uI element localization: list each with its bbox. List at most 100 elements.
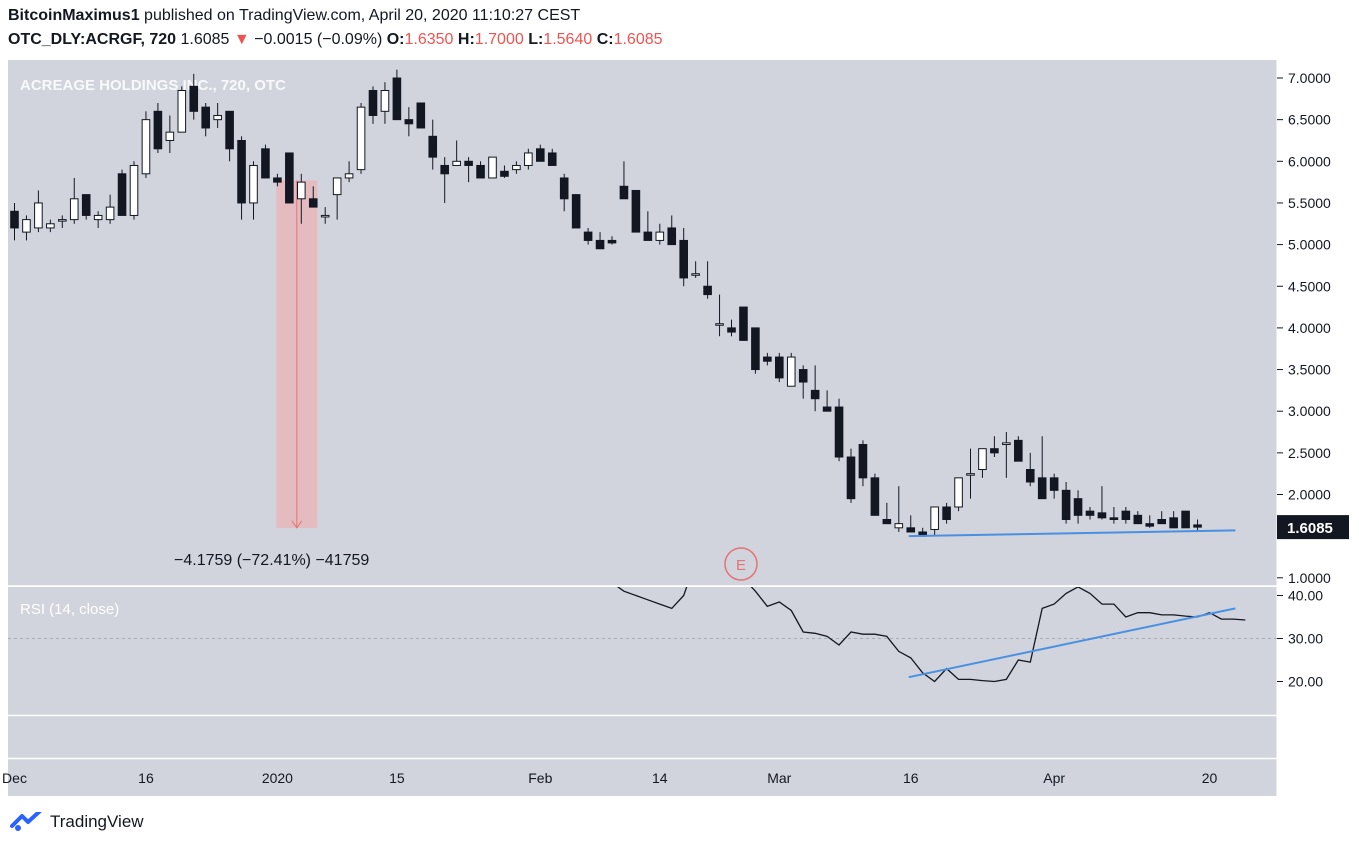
candle[interactable] (595, 232, 605, 250)
candle[interactable] (237, 136, 246, 220)
candle[interactable] (1121, 506, 1131, 524)
candle[interactable] (308, 186, 318, 208)
candle[interactable] (559, 173, 569, 212)
candle[interactable] (476, 161, 485, 179)
publisher-name[interactable]: BitcoinMaximus1 (8, 7, 140, 24)
candle[interactable] (619, 161, 629, 200)
symbol-name[interactable]: OTC_DLY:ACRGF, 720 (8, 31, 177, 48)
candle[interactable] (631, 189, 641, 233)
candle[interactable] (536, 144, 545, 162)
candle[interactable] (691, 261, 700, 278)
candle[interactable] (225, 110, 234, 162)
candle[interactable] (285, 152, 294, 204)
candle[interactable] (882, 502, 892, 525)
candle[interactable] (715, 294, 724, 337)
candle[interactable] (356, 102, 366, 174)
candle[interactable] (440, 157, 449, 203)
candle[interactable] (428, 119, 438, 170)
candle[interactable] (858, 440, 868, 487)
rsi-line[interactable] (612, 561, 1246, 683)
candle[interactable] (69, 177, 79, 224)
candle[interactable] (141, 111, 151, 178)
candle[interactable] (488, 156, 497, 179)
candle[interactable] (822, 390, 832, 412)
candle[interactable] (1109, 506, 1119, 524)
candle[interactable] (344, 161, 354, 183)
candle[interactable] (10, 202, 19, 241)
candle[interactable] (990, 436, 999, 458)
candle[interactable] (571, 194, 581, 229)
candle[interactable] (201, 102, 210, 137)
candle[interactable] (786, 352, 796, 387)
candle[interactable] (368, 86, 378, 124)
candle[interactable] (1073, 490, 1083, 524)
candle[interactable] (583, 227, 593, 245)
candle[interactable] (1097, 486, 1107, 520)
candle[interactable] (906, 515, 916, 533)
candle[interactable] (966, 448, 975, 499)
candle[interactable] (1085, 506, 1095, 520)
candle[interactable] (607, 236, 617, 245)
candle[interactable] (392, 69, 402, 121)
candle[interactable] (105, 194, 115, 224)
price-trendline[interactable] (908, 529, 1236, 538)
candle[interactable] (1025, 452, 1035, 487)
candle[interactable] (1133, 511, 1143, 525)
candle[interactable] (1169, 511, 1178, 529)
candle[interactable] (930, 506, 939, 537)
candle[interactable] (165, 115, 175, 153)
candle[interactable] (332, 177, 342, 220)
candle[interactable] (1002, 432, 1011, 478)
candle[interactable] (763, 352, 772, 366)
candle[interactable] (46, 219, 55, 233)
candle[interactable] (667, 215, 677, 246)
candle[interactable] (81, 194, 91, 220)
candle[interactable] (249, 161, 258, 220)
candle[interactable] (320, 207, 330, 224)
candle[interactable] (1014, 436, 1023, 462)
candle[interactable] (117, 169, 127, 216)
candle[interactable] (751, 327, 760, 374)
candle[interactable] (643, 211, 653, 241)
candle[interactable] (404, 107, 414, 137)
candle[interactable] (954, 477, 963, 512)
candle[interactable] (1157, 511, 1167, 525)
candle[interactable] (129, 161, 139, 220)
candle[interactable] (547, 148, 557, 166)
price-axis[interactable] (1277, 60, 1359, 758)
candle[interactable] (655, 223, 665, 245)
candle[interactable] (380, 82, 390, 124)
candle[interactable] (177, 86, 187, 133)
candle[interactable] (703, 261, 712, 299)
candle[interactable] (894, 486, 904, 532)
candle[interactable] (1049, 473, 1059, 499)
candle[interactable] (524, 148, 533, 170)
candle[interactable] (464, 157, 473, 183)
candle[interactable] (34, 190, 43, 233)
candle[interactable] (775, 352, 784, 383)
candle[interactable] (679, 227, 689, 287)
candle[interactable] (297, 173, 306, 224)
candle[interactable] (58, 215, 67, 228)
candle[interactable] (798, 365, 808, 399)
candle[interactable] (834, 398, 844, 462)
candle[interactable] (189, 73, 199, 120)
candle[interactable] (942, 502, 951, 524)
candle[interactable] (22, 215, 31, 241)
candle[interactable] (1193, 519, 1202, 531)
candle[interactable] (978, 448, 987, 478)
candle[interactable] (846, 448, 856, 503)
candle[interactable] (870, 473, 880, 516)
earnings-marker[interactable] (724, 547, 758, 581)
candle[interactable] (1145, 515, 1155, 528)
candle[interactable] (153, 102, 163, 153)
price-pane[interactable] (8, 60, 1277, 586)
candle[interactable] (452, 140, 461, 166)
candle[interactable] (500, 165, 509, 178)
candle[interactable] (512, 161, 521, 174)
candle[interactable] (739, 306, 748, 341)
time-axis[interactable] (8, 759, 1277, 796)
candle[interactable] (810, 365, 820, 412)
candle[interactable] (1061, 482, 1071, 524)
